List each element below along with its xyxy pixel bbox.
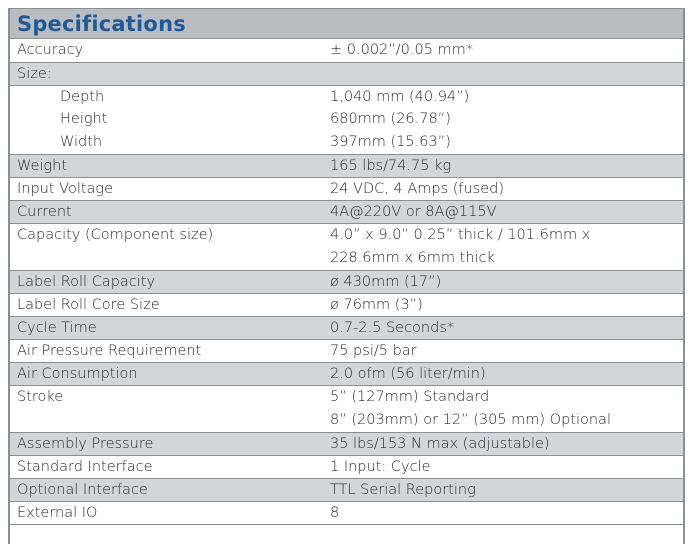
spec-value-line-1: 5” (127mm) Standard	[330, 388, 490, 405]
spec-label: Standard Interface	[10, 455, 320, 479]
spec-value: 1,040 mm (40.94”)	[330, 88, 470, 105]
spec-row-size: Size:	[10, 62, 683, 86]
spec-label: Accuracy	[10, 39, 320, 63]
spec-row-air-pressure: Air Pressure Requirement 75 psi/5 bar	[10, 339, 683, 363]
spec-value-line-1: 4.0” x 9.0” 0.25” thick / 101.6mm x	[330, 226, 591, 243]
spec-label: Size:	[10, 62, 320, 86]
spec-row-standard-interface: Standard Interface 1 Input: Cycle	[10, 455, 683, 479]
spec-row-stroke: Stroke 5” (127mm) Standard 8” (203mm) or…	[10, 385, 683, 433]
spec-value: 0.7-2.5 Seconds*	[320, 316, 683, 340]
spec-label: External IO	[10, 501, 320, 525]
spec-label: Air Consumption	[10, 362, 320, 386]
spec-value-multiline: 4.0” x 9.0” 0.25” thick / 101.6mm x 228.…	[320, 223, 683, 271]
spec-label: Current	[10, 200, 320, 224]
spec-row-air-consumption: Air Consumption 2.0 ofm (56 liter/min)	[10, 362, 683, 386]
spec-label: Label Roll Core Size	[10, 293, 320, 317]
spec-label: Label Roll Capacity	[10, 270, 320, 294]
spec-row-optional-interface: Optional Interface TTL Serial Reporting	[10, 478, 683, 502]
spec-row-depth: Depth 1,040 mm (40.94”)	[10, 85, 683, 108]
spec-value-multiline: 5” (127mm) Standard 8” (203mm) or 12” (3…	[320, 385, 683, 433]
spec-row-assembly-pressure: Assembly Pressure 35 lbs/153 N max (adju…	[10, 432, 683, 456]
spec-row-width: Width 397mm (15.63”)	[10, 131, 683, 155]
spec-value: ø 76mm (3”)	[320, 293, 683, 317]
spec-label: Capacity (Component size)	[10, 223, 320, 271]
spec-value: 8	[320, 501, 683, 525]
spec-value: 165 lbs/74.75 kg	[320, 154, 683, 178]
spec-row-label-roll-core-size: Label Roll Core Size ø 76mm (3”)	[10, 293, 683, 317]
spec-row-input-voltage: Input Voltage 24 VDC, 4 Amps (fused)	[10, 177, 683, 201]
spec-value: 24 VDC, 4 Amps (fused)	[320, 177, 683, 201]
spec-value: 680mm (26.78”)	[330, 111, 451, 127]
spec-row-accuracy: Accuracy ± 0.002”/0.05 mm*	[10, 39, 683, 63]
spec-value-line-2: 8” (203mm) or 12” (305 mm) Optional	[330, 411, 611, 428]
spec-row-height: Height 680mm (26.78”)	[10, 108, 683, 131]
spec-label: Height	[60, 111, 108, 127]
spec-value: 2.0 ofm (56 liter/min)	[320, 362, 683, 386]
spec-row-current: Current 4A@220V or 8A@115V	[10, 200, 683, 224]
spec-title: Specifications	[17, 11, 186, 36]
spec-value: 4A@220V or 8A@115V	[320, 200, 683, 224]
spec-header: Specifications	[10, 9, 683, 39]
spec-label: Optional Interface	[10, 478, 320, 502]
spec-row-capacity: Capacity (Component size) 4.0” x 9.0” 0.…	[10, 223, 683, 271]
spec-label: Air Pressure Requirement	[10, 339, 320, 363]
spec-value: 397mm (15.63”)	[320, 131, 683, 155]
spec-value-line-2: 228.6mm x 6mm thick	[330, 249, 495, 266]
spec-label: Assembly Pressure	[10, 432, 320, 456]
spec-label: Depth	[60, 88, 105, 105]
spec-value: 1 Input: Cycle	[320, 455, 683, 479]
spec-value: ø 430mm (17”)	[320, 270, 683, 294]
spec-row-weight: Weight 165 lbs/74.75 kg	[10, 154, 683, 178]
spec-value: TTL Serial Reporting	[320, 478, 683, 502]
spec-row-external-io: External IO 8	[10, 501, 683, 525]
spec-value: 35 lbs/153 N max (adjustable)	[320, 432, 683, 456]
spec-table-frame: Specifications Accuracy ± 0.002”/0.05 mm…	[8, 8, 685, 544]
spec-value	[320, 62, 683, 86]
spec-row-label-roll-capacity: Label Roll Capacity ø 430mm (17”)	[10, 270, 683, 294]
spec-value: ± 0.002”/0.05 mm*	[320, 39, 683, 63]
spec-label: Weight	[10, 154, 320, 178]
spec-value: 75 psi/5 bar	[320, 339, 683, 363]
spec-label: Input Voltage	[10, 177, 320, 201]
spec-table: Accuracy ± 0.002”/0.05 mm* Size: Depth 1…	[10, 39, 683, 525]
spec-label: Stroke	[10, 385, 320, 433]
spec-label: Cycle Time	[10, 316, 320, 340]
spec-row-cycle-time: Cycle Time 0.7-2.5 Seconds*	[10, 316, 683, 340]
spec-label: Width	[10, 131, 320, 155]
